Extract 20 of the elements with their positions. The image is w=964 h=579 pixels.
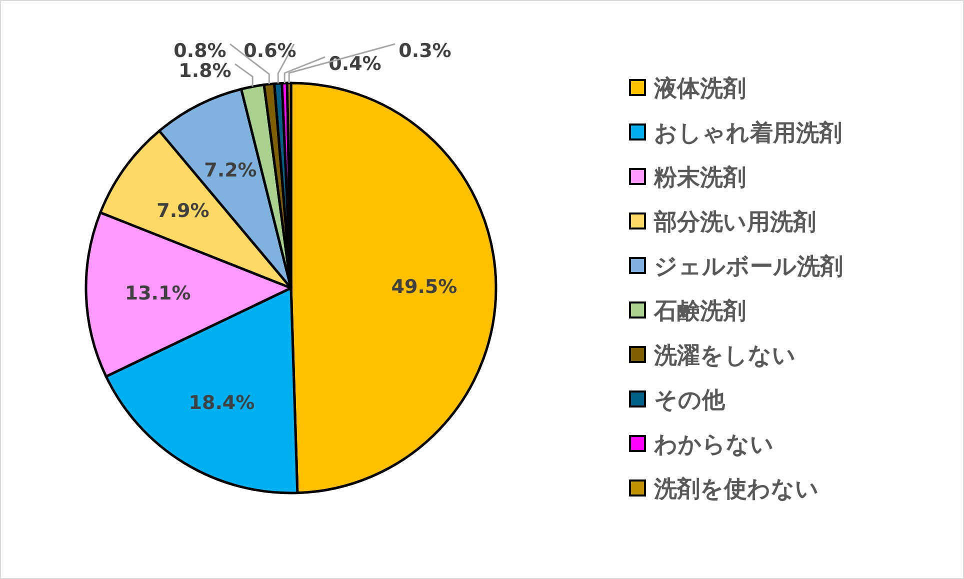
data-label: 7.2% xyxy=(204,159,257,182)
data-label: 0.4% xyxy=(328,53,382,75)
data-label: 7.9% xyxy=(156,200,210,222)
data-label: 0.3% xyxy=(398,40,452,62)
legend-label: 洗剤を使わない xyxy=(653,476,819,502)
legend-label: その他 xyxy=(654,388,726,414)
legend-label: 部分洗い用洗剤 xyxy=(653,208,816,236)
legend-label: ジェルボール洗剤 xyxy=(654,253,843,280)
legend-label: おしゃれ着用洗剤 xyxy=(654,120,842,146)
legend-label: 石鹸洗剤 xyxy=(653,298,746,324)
legend-label: わからない xyxy=(653,432,774,458)
legend-label: 洗濯をしない xyxy=(653,343,796,369)
data-label: 0.8% xyxy=(174,40,226,62)
data-label: 1.8% xyxy=(178,60,232,82)
legend-label: 粉末洗剤 xyxy=(653,164,746,191)
data-label: 18.4% xyxy=(188,392,255,414)
legend-label: 液体洗剤 xyxy=(653,75,746,102)
data-label: 0.6% xyxy=(244,40,296,62)
data-label: 49.5% xyxy=(391,276,458,298)
data-label: 13.1% xyxy=(124,282,191,305)
